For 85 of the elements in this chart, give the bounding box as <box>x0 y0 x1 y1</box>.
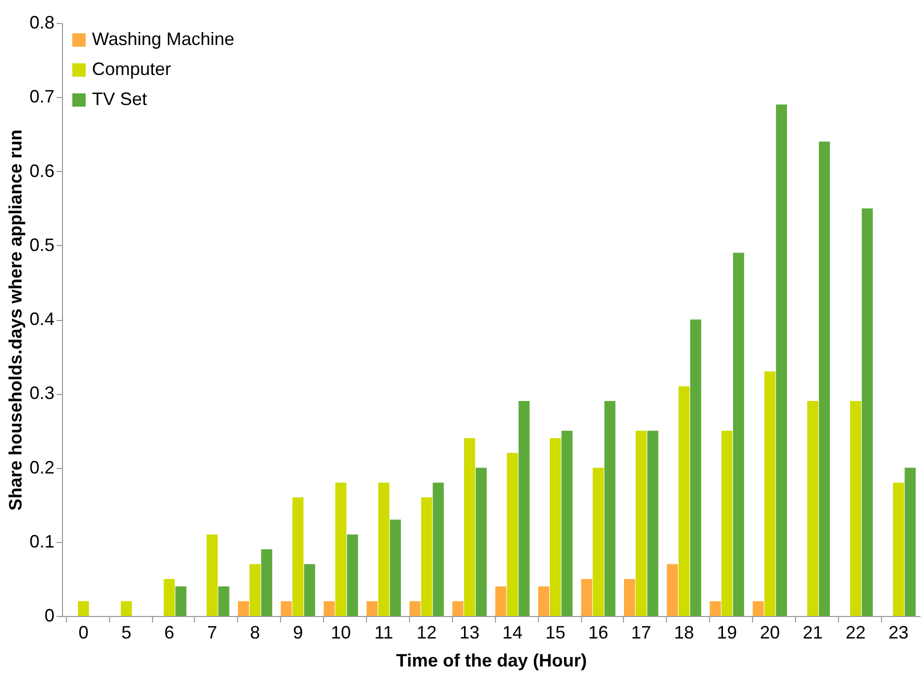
x-tick-label: 5 <box>121 622 132 642</box>
bar <box>409 601 421 616</box>
bar <box>324 601 335 616</box>
bar <box>335 482 346 616</box>
x-tick-label: 18 <box>674 622 694 642</box>
bar <box>604 401 616 616</box>
bar <box>764 371 776 616</box>
bar <box>636 430 647 616</box>
x-tick-label: 15 <box>545 622 566 642</box>
bar <box>850 401 862 616</box>
bar <box>206 534 218 616</box>
bar <box>904 468 916 616</box>
bar <box>432 482 444 616</box>
bar <box>581 578 592 616</box>
bar <box>378 482 390 616</box>
x-tick-label: 14 <box>502 622 522 642</box>
x-tick-label: 23 <box>888 622 909 642</box>
bar <box>292 497 304 616</box>
y-tick-label: 0 <box>44 606 54 626</box>
x-tick-label: 7 <box>207 622 218 642</box>
x-axis-title: Time of the day (Hour) <box>396 650 587 670</box>
bar <box>624 578 636 616</box>
bar <box>647 430 658 616</box>
bar <box>218 586 230 616</box>
bar <box>238 601 249 616</box>
bar <box>752 601 764 616</box>
y-tick-label: 0.8 <box>29 12 54 32</box>
bar <box>452 601 464 616</box>
x-tick-label: 20 <box>760 622 780 642</box>
bar <box>421 497 432 616</box>
x-tick-label: 8 <box>250 622 260 642</box>
bar <box>518 401 530 616</box>
bar <box>538 586 550 616</box>
x-tick-label: 21 <box>802 622 823 642</box>
x-tick-label: 16 <box>588 622 608 642</box>
x-tick-label: 6 <box>164 622 174 642</box>
bar <box>690 320 702 616</box>
x-tick-label: 0 <box>78 622 88 642</box>
bar <box>776 104 788 616</box>
x-tick-label: 17 <box>631 622 652 642</box>
x-tick-label: 11 <box>374 622 394 642</box>
bar <box>175 586 186 616</box>
bar <box>346 534 358 616</box>
y-tick-label: 0.4 <box>29 309 54 329</box>
legend-label: Computer <box>92 59 172 79</box>
y-axis-title: Share households.days where appliance run <box>5 129 26 511</box>
y-tick-label: 0.6 <box>29 160 54 181</box>
y-tick-label: 0.7 <box>29 86 54 107</box>
bar <box>506 452 518 616</box>
y-tick-label: 0.3 <box>29 383 54 404</box>
bar <box>678 386 690 616</box>
bar <box>164 578 175 616</box>
y-tick-label: 0.1 <box>29 531 54 552</box>
bar <box>862 208 873 616</box>
bar <box>78 601 89 616</box>
x-tick-label: 13 <box>460 622 480 642</box>
x-tick-label: 12 <box>416 622 437 642</box>
y-tick-label: 0.5 <box>29 234 54 255</box>
bar <box>666 564 678 616</box>
x-tick-label: 9 <box>292 622 303 642</box>
bar <box>818 142 830 616</box>
bar <box>390 520 401 616</box>
y-tick-label: 0.2 <box>29 457 54 478</box>
bar <box>733 252 744 616</box>
bar <box>250 564 261 616</box>
bar <box>561 430 573 616</box>
bar <box>592 468 604 616</box>
bar <box>495 586 506 616</box>
legend-label: TV Set <box>92 89 148 109</box>
bar <box>120 601 132 616</box>
bar <box>280 601 292 616</box>
x-tick-label: 22 <box>846 622 866 642</box>
bar <box>366 601 378 616</box>
x-tick-label: 19 <box>716 622 737 642</box>
bar <box>464 438 476 616</box>
bar <box>550 438 561 616</box>
bar <box>721 430 732 616</box>
bar <box>476 468 487 616</box>
bar <box>807 401 818 616</box>
x-tick-label: 10 <box>330 622 351 642</box>
bar <box>261 549 272 616</box>
bar <box>710 601 721 616</box>
legend-label: Washing Machine <box>92 29 234 49</box>
bar <box>893 482 904 616</box>
bar <box>304 564 316 616</box>
